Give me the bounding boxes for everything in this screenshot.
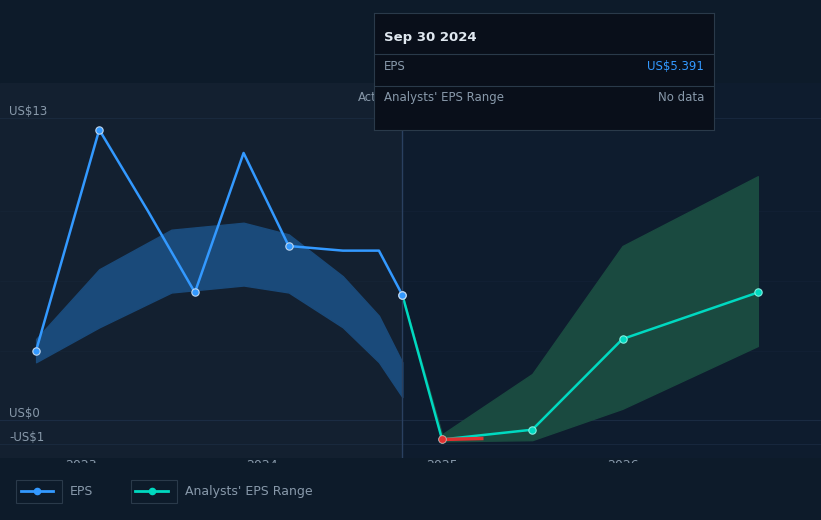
FancyBboxPatch shape [16, 480, 62, 503]
Text: US$13: US$13 [9, 105, 48, 118]
Text: EPS: EPS [383, 60, 406, 73]
Text: 2023: 2023 [66, 459, 97, 472]
Point [93, 125, 106, 134]
Text: US$0: US$0 [9, 407, 39, 420]
Point [396, 291, 409, 299]
Point [145, 487, 158, 496]
Point [282, 242, 296, 250]
Text: US$5.391: US$5.391 [647, 60, 704, 73]
Point [30, 346, 43, 355]
Bar [0, 83, 402, 458]
Text: -US$1: -US$1 [9, 431, 44, 444]
Text: EPS: EPS [70, 485, 93, 498]
Text: 2026: 2026 [607, 459, 639, 472]
Text: Actual: Actual [358, 91, 395, 104]
Text: Sep 30 2024: Sep 30 2024 [383, 31, 476, 44]
Text: No data: No data [658, 92, 704, 105]
Point [396, 291, 409, 299]
Text: 2025: 2025 [426, 459, 458, 472]
Point [435, 435, 448, 444]
Point [188, 288, 201, 296]
Text: Analysts' EPS Range: Analysts' EPS Range [185, 485, 312, 498]
Text: Analysts' EPS Range: Analysts' EPS Range [383, 92, 504, 105]
Text: 2024: 2024 [245, 459, 277, 472]
Bar [402, 83, 821, 458]
Point [30, 487, 44, 496]
Point [616, 335, 629, 343]
Point [751, 288, 764, 296]
Text: Analysts Forecasts: Analysts Forecasts [410, 91, 520, 104]
Point [435, 435, 448, 444]
Point [525, 425, 539, 434]
FancyBboxPatch shape [131, 480, 177, 503]
